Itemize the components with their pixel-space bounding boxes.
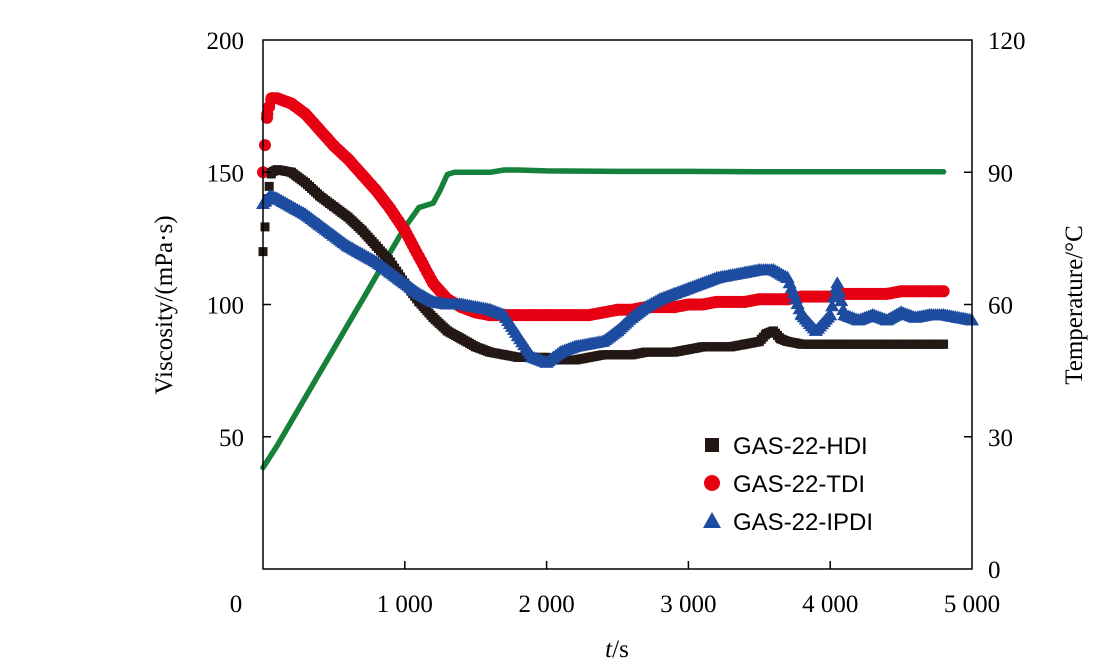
y2-tick-label: 90 xyxy=(988,160,1013,187)
legend-item: GAS-22-TDI xyxy=(704,471,865,498)
legend-marker-square xyxy=(705,438,719,452)
x-axis-title-unit: /s xyxy=(612,636,629,663)
data-point xyxy=(937,285,950,298)
y-tick-label: 150 xyxy=(207,160,245,187)
y2-axis-title: Temperature/°C xyxy=(1061,225,1088,385)
y2-tick-label: 120 xyxy=(988,28,1026,55)
data-point xyxy=(260,222,270,232)
legend-item: GAS-22-HDI xyxy=(705,433,868,460)
legend: GAS-22-HDI GAS-22-TDI GAS-22-IPDI xyxy=(703,433,873,536)
x-axis-title: t/s xyxy=(605,636,629,663)
data-point xyxy=(264,181,274,191)
axis-ticks: 0 1 000 2 000 3 000 4 000 5 000 50 100 150 200 0 30… xyxy=(207,28,1026,618)
y2-tick-label: 30 xyxy=(988,425,1013,452)
x-tick-label: 5 000 xyxy=(944,591,1000,618)
legend-item: GAS-22-IPDI xyxy=(703,509,873,536)
data-point xyxy=(823,308,838,321)
legend-label: GAS-22-TDI xyxy=(733,471,865,498)
x-tick-label: 1 000 xyxy=(377,591,433,618)
legend-marker-triangle xyxy=(703,512,721,528)
series-gas-22-ipdi xyxy=(256,189,979,368)
y-axis-title: Viscosity/(mPa·s) xyxy=(151,215,178,394)
y-tick-label: 100 xyxy=(207,293,245,320)
legend-label: GAS-22-HDI xyxy=(733,433,868,460)
x-tick-label: 4 000 xyxy=(802,591,858,618)
data-point xyxy=(259,139,271,152)
y-tick-label: 200 xyxy=(207,28,245,55)
plot-marks xyxy=(256,92,979,471)
y2-tick-label: 60 xyxy=(988,293,1013,320)
x-tick-label: 3 000 xyxy=(660,591,716,618)
data-point xyxy=(825,299,840,312)
x-axis-title-variable: t xyxy=(605,636,613,663)
legend-label: GAS-22-IPDI xyxy=(733,509,873,536)
y-tick-label: 50 xyxy=(219,425,244,452)
data-point xyxy=(939,339,949,349)
series-gas-22-tdi xyxy=(257,92,950,322)
x-tick-label: 2 000 xyxy=(518,591,574,618)
legend-marker-circle xyxy=(704,475,720,491)
data-point xyxy=(834,294,849,307)
series-line xyxy=(260,167,947,471)
series-gas-22-hdi xyxy=(258,165,949,365)
data-point xyxy=(830,276,845,289)
data-point xyxy=(832,285,847,298)
x-tick-label: 0 xyxy=(230,591,243,618)
y2-tick-label: 0 xyxy=(988,557,1001,584)
series-temperature xyxy=(260,167,947,471)
